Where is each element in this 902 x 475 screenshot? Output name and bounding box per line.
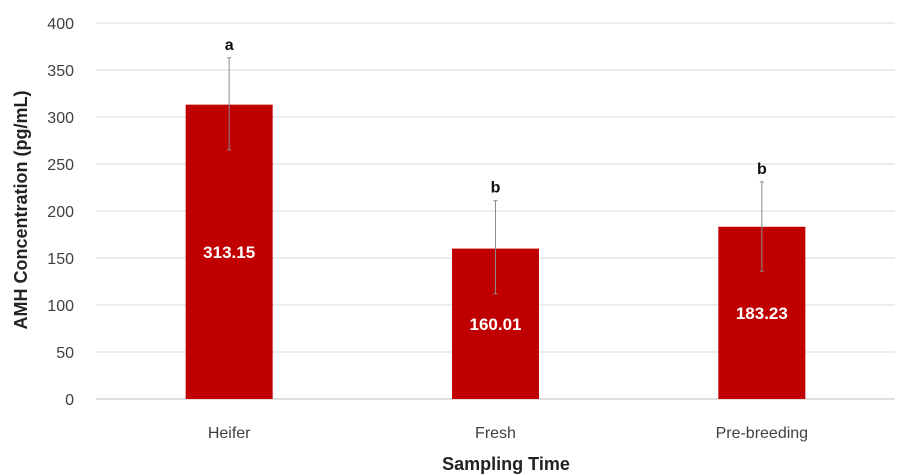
y-axis-title: AMH Concentration (pg/mL) bbox=[11, 91, 31, 330]
y-tick-label: 300 bbox=[47, 110, 74, 127]
data-labels: 313.15 160.01 183.23 bbox=[203, 243, 788, 334]
bar bbox=[185, 104, 273, 399]
x-axis-ticks: Heifer Fresh Pre-breeding bbox=[208, 425, 808, 442]
bars bbox=[185, 104, 806, 399]
y-tick-label: 100 bbox=[47, 298, 74, 315]
error-bars bbox=[227, 57, 764, 295]
data-label: 313.15 bbox=[203, 243, 255, 262]
y-tick-label: 250 bbox=[47, 157, 74, 174]
y-tick-label: 350 bbox=[47, 63, 74, 80]
y-tick-label: 200 bbox=[47, 204, 74, 221]
data-label: 160.01 bbox=[470, 315, 522, 334]
significance-letter: b bbox=[757, 161, 767, 178]
y-axis-ticks: 0 50 100 150 200 250 300 350 400 bbox=[47, 16, 74, 409]
significance-letters: a b b bbox=[225, 37, 767, 197]
y-tick-label: 50 bbox=[56, 345, 74, 362]
y-tick-label: 400 bbox=[47, 16, 74, 33]
significance-letter: b bbox=[491, 180, 501, 197]
x-tick-label: Pre-breeding bbox=[716, 425, 809, 442]
y-tick-label: 150 bbox=[47, 251, 74, 268]
x-tick-label: Fresh bbox=[475, 425, 516, 442]
data-label: 183.23 bbox=[736, 304, 788, 323]
y-tick-label: 0 bbox=[65, 392, 74, 409]
significance-letter: a bbox=[225, 37, 234, 54]
x-axis-title: Sampling Time bbox=[442, 454, 570, 474]
x-tick-label: Heifer bbox=[208, 425, 251, 442]
